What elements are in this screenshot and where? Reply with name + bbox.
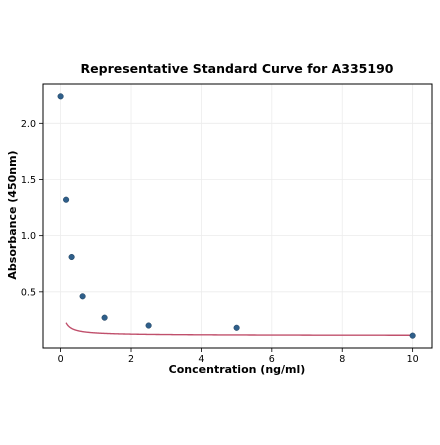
y-tick-label: 0.5 [21, 287, 36, 298]
data-points [57, 93, 416, 339]
x-axis-ticks: 0 2 4 6 8 10 [58, 348, 419, 365]
x-tick-label: 8 [339, 354, 345, 365]
x-tick-label: 2 [128, 354, 134, 365]
x-axis-label: Concentration (ng/ml) [169, 363, 306, 376]
y-tick-label: 2.0 [21, 119, 36, 130]
data-point [409, 332, 416, 339]
grid-lines [43, 84, 432, 348]
x-tick-label: 10 [407, 354, 419, 365]
plot-frame [42, 83, 433, 349]
fit-curve [65, 322, 413, 336]
data-point [57, 93, 64, 100]
chart-title: Representative Standard Curve for A33519… [81, 61, 394, 76]
data-point [68, 253, 75, 261]
fit-curve-line [65, 322, 413, 336]
y-tick-label: 1.5 [21, 175, 36, 186]
x-tick-label: 0 [58, 354, 64, 365]
y-axis-label: Absorbance (450nm) [6, 150, 19, 279]
x-tick-label: 4 [198, 354, 204, 365]
y-axis-ticks: 0.5 1.0 1.5 2.0 [21, 119, 43, 298]
x-tick-label: 6 [269, 354, 275, 365]
y-tick-label: 1.0 [21, 231, 36, 242]
data-point [79, 293, 86, 300]
data-point [233, 324, 240, 331]
data-point [63, 196, 70, 203]
data-point [145, 322, 152, 329]
data-point [101, 314, 108, 321]
